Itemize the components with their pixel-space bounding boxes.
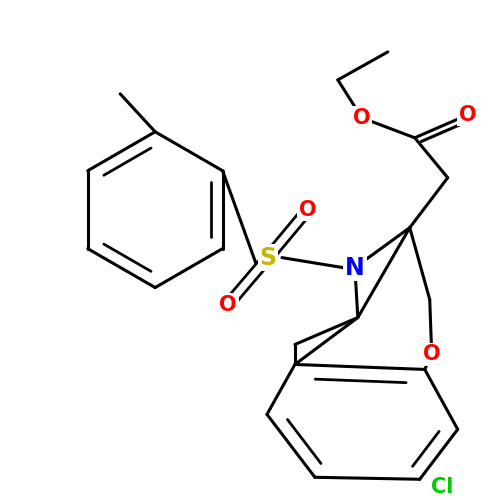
Text: O: O [353, 108, 370, 128]
Text: Cl: Cl [430, 478, 453, 498]
Text: O: O [299, 200, 316, 220]
Text: O: O [459, 105, 476, 125]
Text: O: O [423, 344, 440, 364]
Text: S: S [260, 246, 276, 270]
Text: N: N [345, 256, 364, 280]
Text: O: O [219, 294, 237, 314]
